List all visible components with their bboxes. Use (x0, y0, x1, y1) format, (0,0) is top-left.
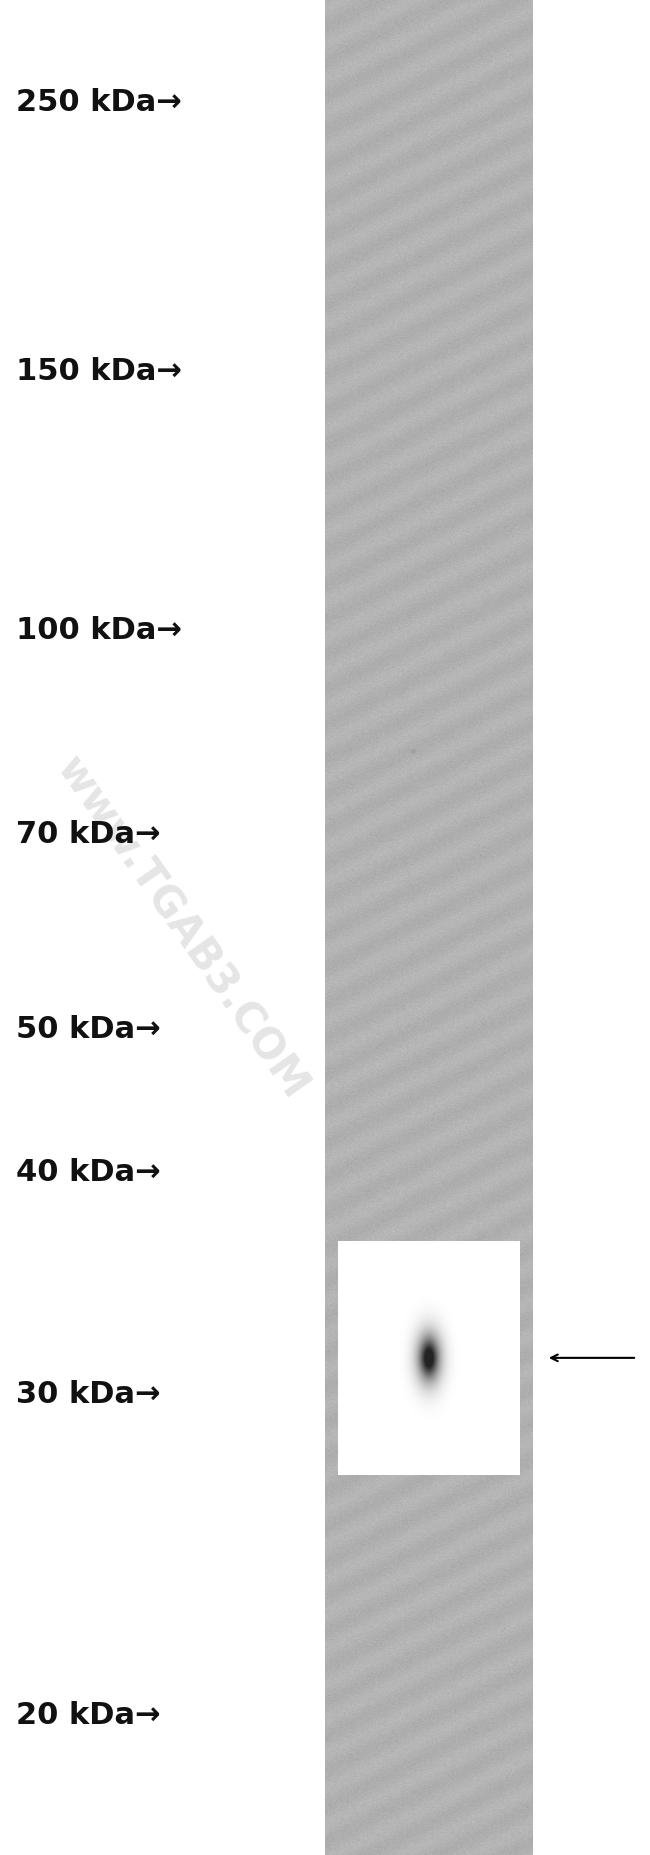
Text: 40 kDa→: 40 kDa→ (16, 1158, 161, 1187)
Text: 50 kDa→: 50 kDa→ (16, 1015, 161, 1044)
Text: 30 kDa→: 30 kDa→ (16, 1380, 161, 1410)
Text: 70 kDa→: 70 kDa→ (16, 820, 161, 850)
Text: 150 kDa→: 150 kDa→ (16, 356, 182, 386)
Text: 250 kDa→: 250 kDa→ (16, 87, 182, 117)
Text: 20 kDa→: 20 kDa→ (16, 1701, 161, 1731)
Text: 100 kDa→: 100 kDa→ (16, 616, 182, 646)
Text: www.TGAB3.COM: www.TGAB3.COM (48, 748, 316, 1107)
